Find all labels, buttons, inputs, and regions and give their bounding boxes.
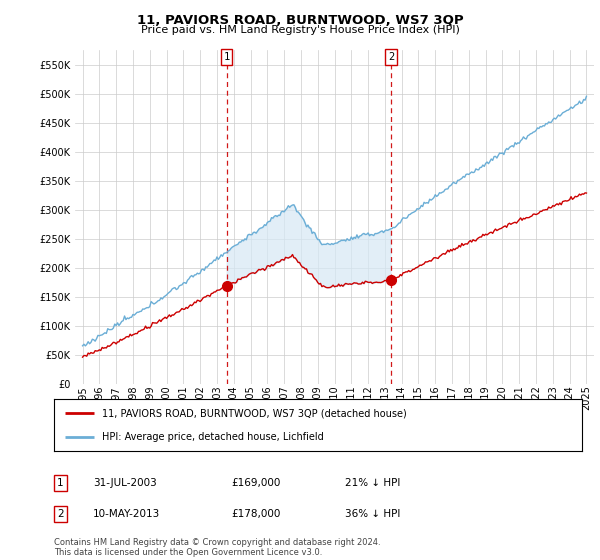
Text: 10-MAY-2013: 10-MAY-2013	[93, 509, 160, 519]
Text: 11, PAVIORS ROAD, BURNTWOOD, WS7 3QP (detached house): 11, PAVIORS ROAD, BURNTWOOD, WS7 3QP (de…	[101, 408, 406, 418]
Text: £178,000: £178,000	[231, 509, 280, 519]
Text: 2: 2	[388, 52, 394, 62]
Text: 1: 1	[57, 478, 64, 488]
Text: Price paid vs. HM Land Registry's House Price Index (HPI): Price paid vs. HM Land Registry's House …	[140, 25, 460, 35]
Text: 36% ↓ HPI: 36% ↓ HPI	[345, 509, 400, 519]
Text: 21% ↓ HPI: 21% ↓ HPI	[345, 478, 400, 488]
Text: 11, PAVIORS ROAD, BURNTWOOD, WS7 3QP: 11, PAVIORS ROAD, BURNTWOOD, WS7 3QP	[137, 14, 463, 27]
Text: Contains HM Land Registry data © Crown copyright and database right 2024.
This d: Contains HM Land Registry data © Crown c…	[54, 538, 380, 557]
Text: 31-JUL-2003: 31-JUL-2003	[93, 478, 157, 488]
Text: £169,000: £169,000	[231, 478, 280, 488]
Text: 1: 1	[224, 52, 230, 62]
Text: 2: 2	[57, 509, 64, 519]
Text: HPI: Average price, detached house, Lichfield: HPI: Average price, detached house, Lich…	[101, 432, 323, 442]
